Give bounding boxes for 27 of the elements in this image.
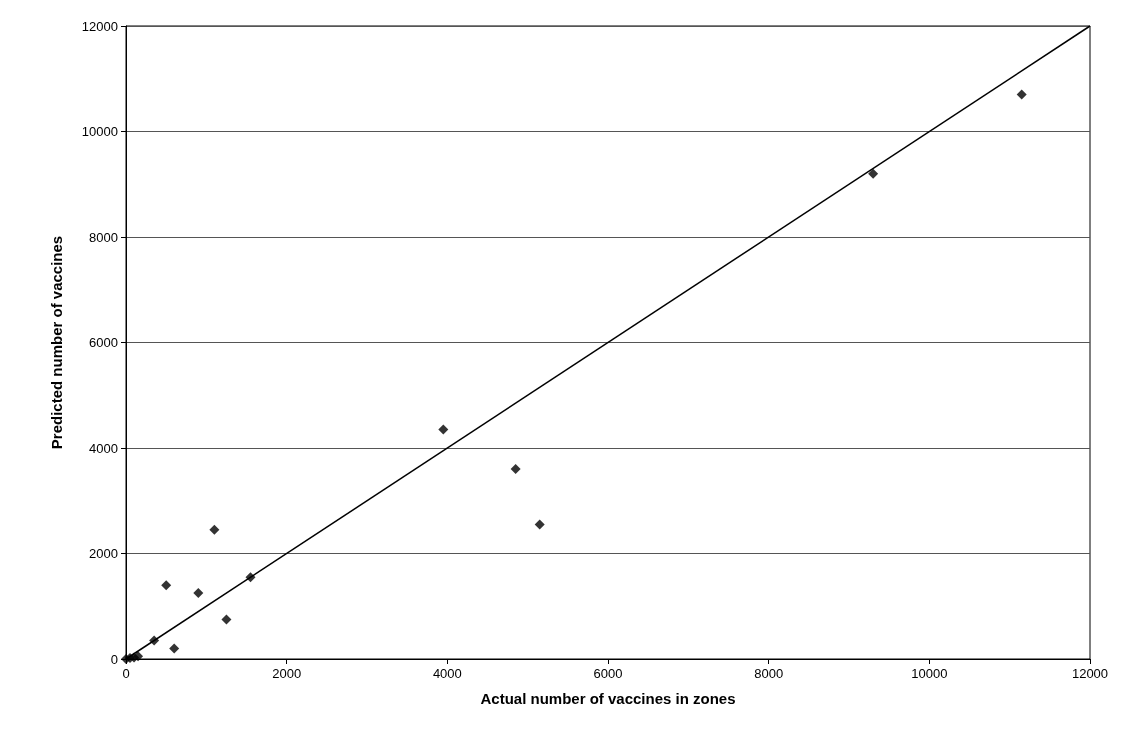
point — [161, 580, 172, 591]
x-axis-title: Actual number of vaccines in zones — [480, 690, 736, 707]
point — [133, 651, 144, 662]
point — [1016, 89, 1027, 100]
x-tick-label: 6000 — [593, 666, 623, 681]
point — [868, 168, 879, 179]
y-tick-label: 10000 — [81, 124, 118, 139]
y-tick-label: 8000 — [89, 229, 118, 245]
y-tick-label: 6000 — [89, 335, 118, 350]
point — [438, 424, 449, 435]
point — [193, 588, 204, 599]
y-tick-label: 2000 — [89, 546, 118, 561]
point — [510, 464, 521, 475]
x-tick-label: 0 — [122, 666, 130, 681]
x-tick-label: 8000 — [754, 666, 784, 681]
y-tick-label: 12000 — [81, 18, 118, 34]
y-axis-title: Predicted number of vaccines — [48, 235, 65, 450]
point — [221, 614, 232, 625]
point — [209, 524, 220, 535]
point — [534, 519, 545, 530]
x-tick-label: 12000 — [1071, 666, 1109, 681]
x-tick-label: 4000 — [432, 666, 462, 681]
y-tick-label: 4000 — [89, 440, 118, 456]
y-tick-label: 0 — [110, 651, 118, 667]
x-tick-label: 2000 — [272, 666, 302, 681]
point — [169, 643, 180, 654]
x-tick-label: 10000 — [911, 666, 948, 681]
